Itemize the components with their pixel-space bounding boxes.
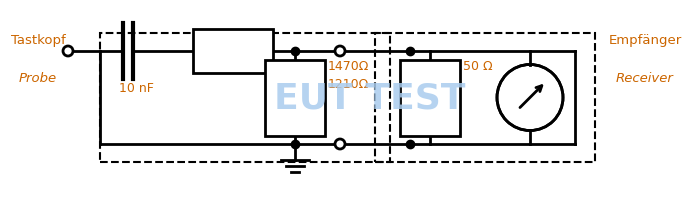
Circle shape bbox=[335, 139, 345, 149]
Text: 10 nF: 10 nF bbox=[119, 82, 154, 95]
Text: Receiver: Receiver bbox=[616, 72, 674, 85]
Text: Probe: Probe bbox=[19, 72, 57, 85]
Text: Tastkopf: Tastkopf bbox=[10, 34, 65, 47]
Text: EUT TEST: EUT TEST bbox=[275, 81, 466, 115]
Circle shape bbox=[63, 47, 73, 57]
Circle shape bbox=[497, 65, 563, 131]
Bar bbox=[100, 34, 390, 162]
Text: 1470Ω: 1470Ω bbox=[328, 60, 369, 73]
Text: Empfänger: Empfänger bbox=[608, 34, 682, 47]
Text: 1210Ω: 1210Ω bbox=[328, 78, 369, 91]
Bar bbox=[400, 60, 460, 136]
Bar bbox=[193, 30, 273, 74]
Bar bbox=[265, 60, 325, 136]
Text: 50 Ω: 50 Ω bbox=[463, 60, 493, 73]
Bar bbox=[375, 34, 595, 162]
Circle shape bbox=[335, 47, 345, 57]
